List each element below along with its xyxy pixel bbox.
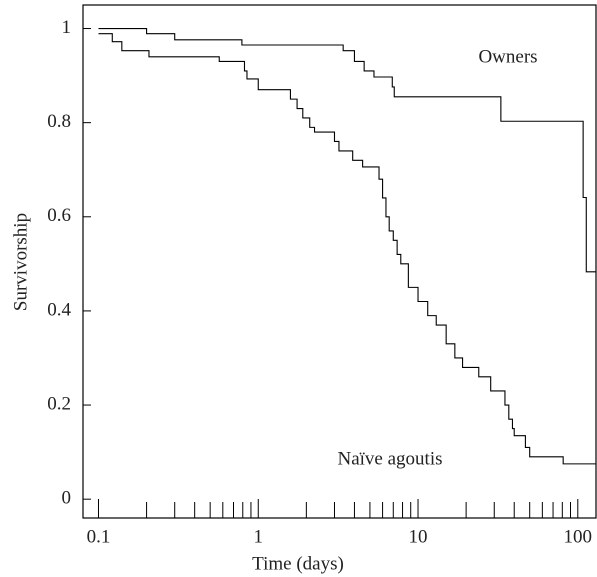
survival-curve	[98, 33, 596, 465]
y-tick-label: 0.8	[47, 111, 71, 132]
plot-frame	[82, 4, 597, 519]
y-tick-label: 0	[62, 488, 72, 509]
series-label: Naïve agoutis	[337, 448, 442, 469]
y-tick-label: 0.4	[47, 299, 71, 320]
survival-curve	[98, 27, 596, 273]
y-tick-label: 0.2	[47, 393, 71, 414]
x-tick-label: 100	[564, 526, 593, 547]
x-tick-label: 0.1	[87, 526, 111, 547]
x-tick-label: 1	[254, 526, 264, 547]
x-tick-label: 10	[409, 526, 428, 547]
x-axis-label: Time (days)	[252, 553, 344, 574]
y-axis-label: Survivorship	[10, 213, 31, 311]
y-tick-label: 0.6	[47, 205, 71, 226]
y-tick-label: 1	[62, 17, 72, 38]
series-label: Owners	[478, 46, 537, 67]
